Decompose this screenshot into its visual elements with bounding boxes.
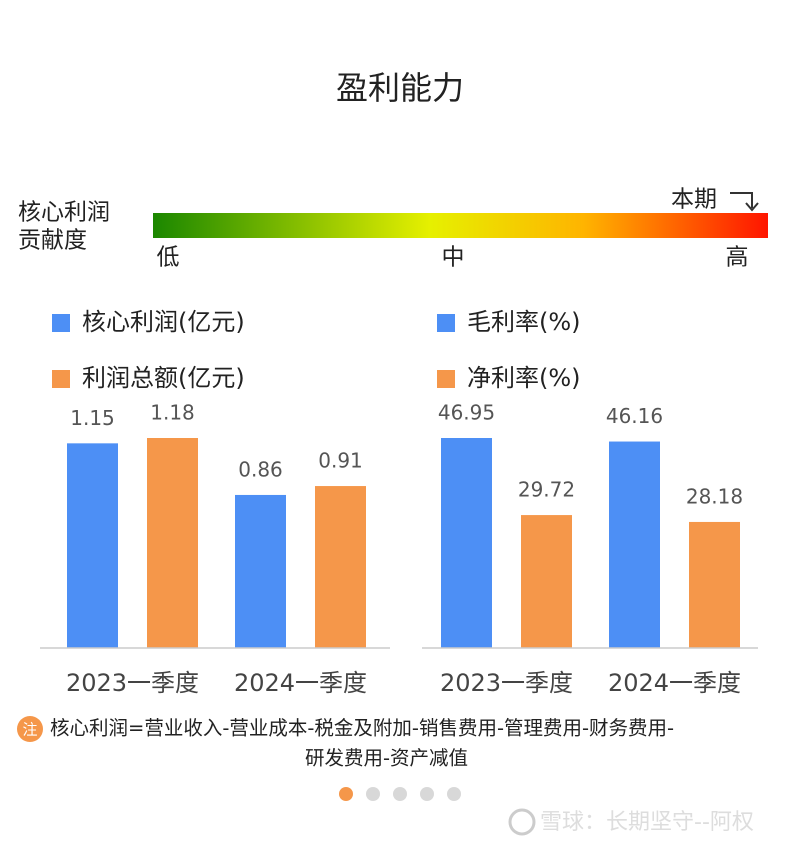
x-tick-label: 2024一季度 xyxy=(234,669,367,697)
bar xyxy=(315,486,366,648)
legend-label: 毛利率(%) xyxy=(467,308,581,336)
legend-swatch xyxy=(437,370,455,388)
bar xyxy=(235,494,286,648)
page-dot[interactable] xyxy=(393,787,407,801)
page-dot[interactable] xyxy=(366,787,380,801)
bar xyxy=(609,441,660,648)
page-dot[interactable] xyxy=(447,787,461,801)
legend-label: 净利率(%) xyxy=(467,364,581,392)
note-badge: 注 xyxy=(22,721,37,739)
watermark-icon xyxy=(508,808,536,836)
value-label: 28.18 xyxy=(686,484,743,508)
bar xyxy=(521,515,572,648)
legend-swatch xyxy=(437,314,455,332)
bar xyxy=(441,438,492,648)
x-tick-label: 2023一季度 xyxy=(440,669,573,697)
scale-mid: 中 xyxy=(442,245,465,271)
scale-low: 低 xyxy=(157,245,180,271)
bar xyxy=(67,443,118,648)
note-text: 核心利润=营业收入-营业成本-税金及附加-销售费用-管理费用-财务费用- xyxy=(50,717,674,740)
value-label: 46.16 xyxy=(606,404,663,428)
value-label: 29.72 xyxy=(518,478,575,502)
contribution-gradient xyxy=(153,213,768,238)
watermark: 雪球：长期坚守--阿权 xyxy=(540,810,754,835)
contribution-label: 核心利润 xyxy=(18,200,110,226)
legend-swatch xyxy=(52,314,70,332)
value-label: 1.18 xyxy=(150,401,195,425)
current-arrow xyxy=(730,192,759,212)
x-tick-label: 2023一季度 xyxy=(66,669,199,697)
legend-label: 核心利润(亿元) xyxy=(82,308,245,336)
value-label: 46.95 xyxy=(438,401,495,425)
legend-label: 利润总额(亿元) xyxy=(82,364,245,392)
contribution-label: 贡献度 xyxy=(18,228,87,254)
value-label: 1.15 xyxy=(70,406,115,430)
current-label: 本期 xyxy=(671,187,717,213)
note-badge-circle xyxy=(17,716,43,742)
legend-swatch xyxy=(52,370,70,388)
scale-high: 高 xyxy=(726,245,749,271)
page-dot[interactable] xyxy=(339,787,353,801)
note-text: 研发费用-资产减值 xyxy=(305,747,468,770)
value-label: 0.91 xyxy=(318,449,363,473)
x-tick-label: 2024一季度 xyxy=(608,669,741,697)
page-dot[interactable] xyxy=(420,787,434,801)
bar xyxy=(689,521,740,648)
page-title: 盈利能力 xyxy=(336,69,464,107)
bar xyxy=(147,438,198,648)
value-label: 0.86 xyxy=(238,457,283,481)
